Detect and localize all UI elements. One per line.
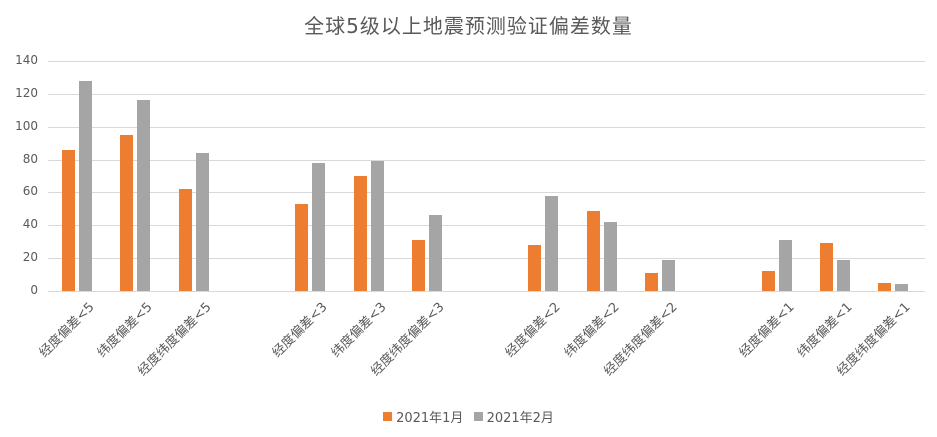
gridline bbox=[48, 225, 925, 227]
bar-feb[interactable] bbox=[778, 240, 792, 291]
legend-label-feb: 2021年2月 bbox=[486, 411, 554, 426]
y-tick-label: 100 bbox=[15, 118, 38, 133]
bar-jan[interactable] bbox=[62, 149, 75, 291]
plot-area bbox=[48, 61, 925, 292]
y-tick-label: 60 bbox=[22, 184, 38, 199]
x-tick-label: 经度偏差<2 bbox=[503, 299, 564, 361]
legend: 2021年1月 2021年2月 bbox=[0, 407, 937, 426]
legend-swatch-feb bbox=[473, 412, 483, 421]
bar-feb[interactable] bbox=[836, 259, 850, 291]
bar-jan[interactable] bbox=[645, 272, 658, 291]
bar-jan[interactable] bbox=[761, 271, 775, 291]
y-tick-label: 0 bbox=[30, 283, 38, 297]
y-tick-label: 120 bbox=[15, 85, 38, 100]
y-tick-label: 40 bbox=[22, 217, 38, 232]
bar-jan[interactable] bbox=[353, 176, 367, 291]
x-tick-label: 经度偏差<3 bbox=[269, 299, 331, 361]
bar-jan[interactable] bbox=[878, 282, 892, 291]
bar-feb[interactable] bbox=[895, 284, 909, 291]
y-tick-label: 140 bbox=[15, 53, 38, 67]
bar-jan[interactable] bbox=[178, 189, 192, 291]
gridline bbox=[48, 61, 925, 62]
x-tick-label: 经度偏差<1 bbox=[736, 299, 798, 361]
legend-label-jan: 2021年1月 bbox=[396, 411, 464, 426]
gridline bbox=[48, 291, 925, 292]
bar-feb[interactable] bbox=[428, 215, 442, 291]
bar-jan[interactable] bbox=[586, 210, 600, 291]
gridline bbox=[48, 258, 925, 260]
bar-feb[interactable] bbox=[370, 161, 384, 291]
gridline bbox=[48, 93, 925, 95]
bar-feb[interactable] bbox=[312, 162, 326, 291]
gridline bbox=[48, 159, 925, 161]
bar-jan[interactable] bbox=[819, 243, 833, 291]
chart-title: 全球5级以上地震预测验证偏差数量 bbox=[304, 14, 633, 38]
legend-swatch-jan bbox=[383, 412, 393, 421]
bar-feb[interactable] bbox=[662, 259, 675, 291]
legend-item-jan[interactable]: 2021年1月 bbox=[383, 407, 463, 426]
gridline bbox=[48, 126, 925, 128]
y-tick-label: 20 bbox=[22, 250, 38, 265]
bar-jan[interactable] bbox=[120, 134, 134, 291]
y-tick-label: 80 bbox=[22, 151, 38, 166]
bar-feb[interactable] bbox=[195, 153, 209, 291]
bar-jan[interactable] bbox=[411, 240, 425, 291]
bar-jan[interactable] bbox=[528, 245, 542, 291]
x-tick-label: 经度偏差<5 bbox=[36, 299, 98, 361]
bar-jan[interactable] bbox=[295, 203, 309, 291]
bar-feb[interactable] bbox=[137, 100, 151, 291]
gridline bbox=[48, 192, 925, 194]
bar-feb[interactable] bbox=[79, 80, 92, 291]
bar-feb[interactable] bbox=[545, 195, 559, 291]
bar-feb[interactable] bbox=[603, 222, 617, 291]
legend-item-feb[interactable]: 2021年2月 bbox=[473, 407, 554, 426]
